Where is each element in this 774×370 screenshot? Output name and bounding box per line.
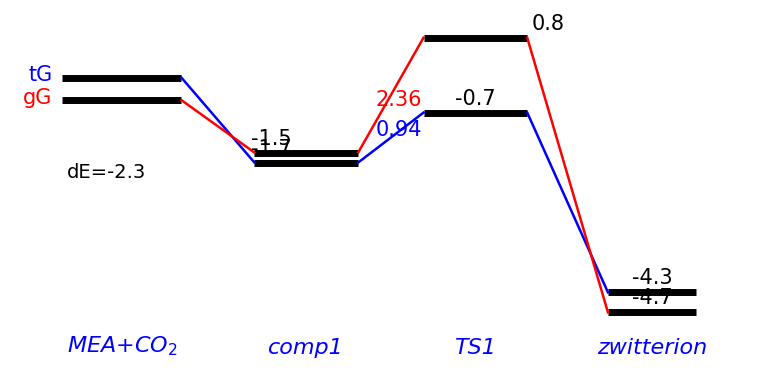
Text: -1.7: -1.7: [252, 138, 292, 158]
Text: comp1: comp1: [269, 338, 344, 358]
Text: tG: tG: [29, 65, 53, 85]
Text: TS1: TS1: [454, 338, 496, 358]
Text: gG: gG: [23, 88, 53, 108]
Text: zwitterion: zwitterion: [597, 338, 707, 358]
Text: -0.7: -0.7: [455, 89, 495, 109]
Text: -1.5: -1.5: [252, 128, 292, 149]
Text: MEA+CO$_2$: MEA+CO$_2$: [67, 334, 177, 358]
Text: 2.36: 2.36: [375, 90, 422, 110]
Text: dE=-2.3: dE=-2.3: [67, 162, 146, 182]
Text: -4.7: -4.7: [632, 288, 673, 308]
Text: -4.3: -4.3: [632, 268, 673, 288]
Text: 0.8: 0.8: [532, 14, 565, 34]
Text: 0.94: 0.94: [375, 120, 422, 140]
